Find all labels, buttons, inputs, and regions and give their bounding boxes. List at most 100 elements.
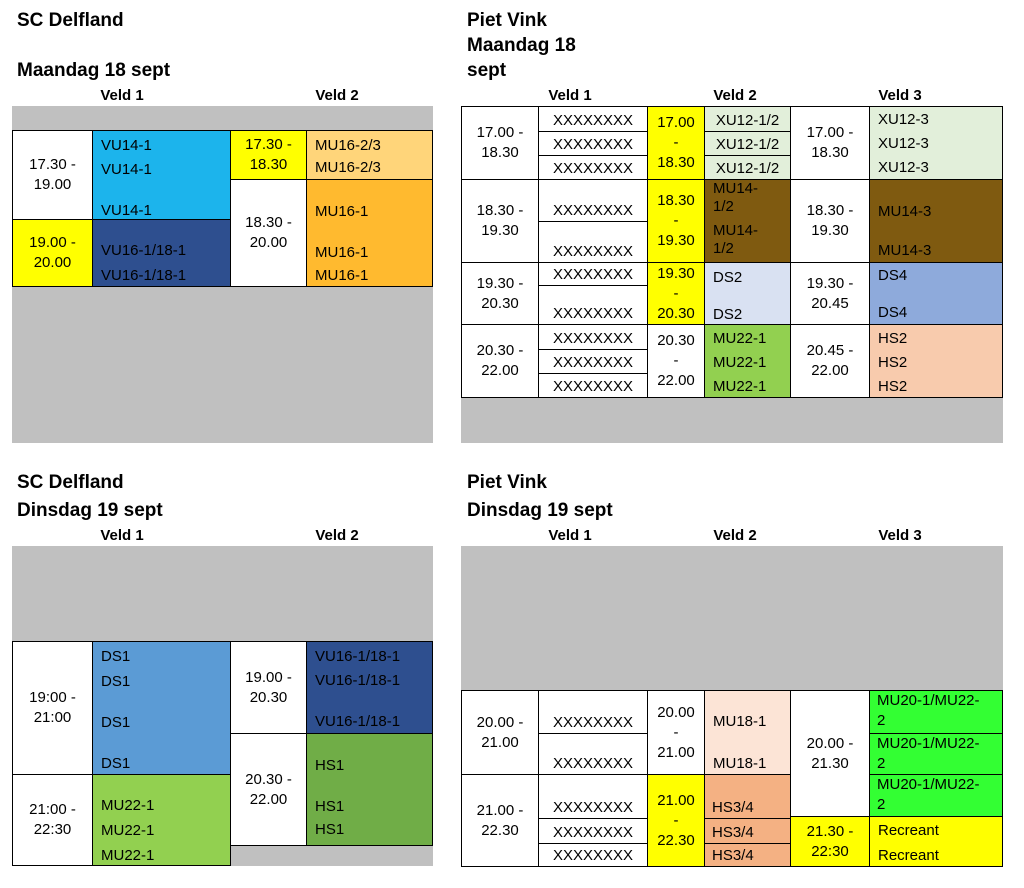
team-block: VU16-1/18-1 VU16-1/18-1	[92, 219, 231, 287]
team-label: DS2	[713, 306, 743, 323]
team-label: XU12-1/2	[705, 155, 790, 179]
team-block: MU14-3 MU14-3	[869, 179, 1003, 263]
team-block: DS2 DS2	[704, 262, 791, 325]
team-label: MU22-1	[101, 822, 155, 839]
team-label: DS4	[878, 267, 908, 284]
team-block: DS1 DS1 DS1 DS1	[92, 641, 231, 775]
team-label: HS2	[878, 354, 908, 371]
day-title: Dinsdag 19 sept	[17, 500, 163, 521]
team-label: MU22-1	[101, 847, 155, 864]
unavailable-marker: XXXXXXXX	[539, 131, 647, 155]
unavailable-block: XXXXXXXX XXXXXXXX	[538, 690, 648, 775]
team-label: HS3/4	[705, 843, 790, 866]
team-label: DS1	[101, 648, 131, 665]
team-label: DS2	[713, 269, 743, 286]
unavailable-marker: XXXXXXXX	[539, 373, 647, 397]
team-block: Recreant Recreant	[869, 816, 1003, 867]
team-block: XU12-1/2 XU12-1/2 XU12-1/2	[704, 106, 791, 180]
team-block: HS3/4 HS3/4 HS3/4	[704, 774, 791, 867]
team-label: VU14-1	[101, 137, 152, 154]
team-block: MU16-2/3 MU16-2/3	[306, 130, 433, 180]
team-block: MU22-1 MU22-1 MU22-1	[704, 324, 791, 398]
venue-title: Piet Vink	[467, 10, 547, 31]
team-block: XU12-3 XU12-3 XU12-3	[869, 106, 1003, 180]
unavailable-marker: XXXXXXXX	[539, 285, 647, 324]
team-label: MU22-1	[713, 378, 767, 395]
team-label: MU14-3	[878, 203, 932, 220]
team-label: MU22-1	[713, 354, 767, 371]
team-block: MU22-1 MU22-1 MU22-1	[92, 774, 231, 866]
team-label: MU20-1/MU22- 2	[870, 733, 1002, 774]
field-header-veld2: Veld 2	[315, 527, 359, 544]
team-label: XU12-3	[878, 159, 929, 176]
team-label: MU16-1	[315, 267, 369, 284]
unavailable-marker: XXXXXXXX	[539, 349, 647, 373]
time-slot: 19.30 - 20.45	[790, 262, 870, 325]
team-label: DS1	[101, 755, 131, 772]
team-label: HS1	[315, 757, 345, 774]
team-label: XU12-3	[878, 111, 929, 128]
team-block: MU18-1 MU18-1	[704, 690, 791, 775]
field-header-veld3: Veld 3	[878, 87, 922, 104]
team-label: DS4	[878, 304, 908, 321]
unavailable-marker: XXXXXXXX	[539, 155, 647, 179]
day-title-continued: sept	[467, 60, 507, 81]
team-label: Recreant	[878, 847, 939, 864]
time-slot: 19.30 - 20.30	[647, 262, 705, 325]
time-slot: 18.30 - 20.00	[230, 179, 307, 287]
team-label: VU14-1	[101, 202, 152, 219]
time-slot: 17.30 - 18.30	[230, 130, 307, 180]
team-label: VU14-1	[101, 161, 152, 178]
time-slot: 21:00 - 22:30	[12, 774, 93, 866]
team-label: DS1	[101, 714, 131, 731]
time-slot: 19.00 - 20.00	[12, 219, 93, 287]
team-label: MU20-1/MU22- 2	[877, 692, 980, 729]
unavailable-marker: XXXXXXXX	[552, 266, 634, 283]
team-label: MU16-1	[315, 203, 369, 220]
team-block: VU16-1/18-1 VU16-1/18-1 VU16-1/18-1	[306, 641, 433, 734]
field-header-veld1: Veld 1	[548, 527, 592, 544]
time-slot: 18.30 - 19.30	[461, 179, 539, 263]
unavailable-marker: XXXXXXXX	[539, 221, 647, 262]
time-slot: 20.30 - 22.00	[647, 324, 705, 398]
team-label: HS2	[878, 378, 908, 395]
team-label: XU12-3	[878, 135, 929, 152]
field-header-veld2: Veld 2	[315, 87, 359, 104]
team-label: MU14- 1/2	[713, 180, 759, 215]
unavailable-block: XXXXXXXX XXXXXXXX XXXXXXXX	[538, 106, 648, 180]
time-slot: 18.30 - 19.30	[647, 179, 705, 263]
field-header-veld2: Veld 2	[713, 527, 757, 544]
team-block: HS1 HS1 HS1	[306, 733, 433, 846]
time-slot: 21.00 - 22.30	[461, 774, 539, 867]
day-title: Maandag 18 sept	[17, 60, 171, 81]
team-label: MU18-1	[713, 713, 767, 730]
team-label: VU16-1/18-1	[315, 672, 401, 689]
field-header-veld1: Veld 1	[548, 87, 592, 104]
team-label: DS1	[101, 673, 131, 690]
time-slot: 20.00 - 21.00	[461, 690, 539, 775]
time-slot: 21.30 - 22:30	[790, 816, 870, 867]
unavailable-block: XXXXXXXX XXXXXXXX XXXXXXXX	[538, 324, 648, 398]
time-slot: 20.45 - 22.00	[790, 324, 870, 398]
team-label: MU16-2/3	[315, 137, 381, 154]
field-header-veld1: Veld 1	[100, 527, 144, 544]
time-slot: 19.00 - 20.30	[230, 641, 307, 734]
schedule-grid-background	[461, 546, 1003, 690]
time-slot: 20.00 - 21.30	[790, 690, 870, 817]
unavailable-marker: XXXXXXXX	[552, 714, 634, 731]
team-label: MU16-1	[315, 244, 369, 261]
team-label: HS3/4	[705, 818, 790, 843]
field-header-veld3: Veld 3	[878, 527, 922, 544]
unavailable-marker: XXXXXXXX	[552, 799, 634, 816]
team-block: MU20-1/MU22- 2 MU20-1/MU22- 2 MU20-1/MU2…	[869, 690, 1003, 817]
unavailable-marker: XXXXXXXX	[552, 202, 634, 219]
team-block: MU16-1 MU16-1 MU16-1	[306, 179, 433, 287]
time-slot: 20.00 - 21.00	[647, 690, 705, 775]
team-label: VU16-1/18-1	[315, 713, 401, 730]
venue-title: Piet Vink	[467, 472, 547, 493]
unavailable-marker: XXXXXXXX	[539, 818, 647, 843]
team-label: VU16-1/18-1	[101, 242, 187, 259]
time-slot: 19.30 - 20.30	[461, 262, 539, 325]
team-label: Recreant	[878, 822, 939, 839]
time-slot: 17.30 - 19.00	[12, 130, 93, 220]
